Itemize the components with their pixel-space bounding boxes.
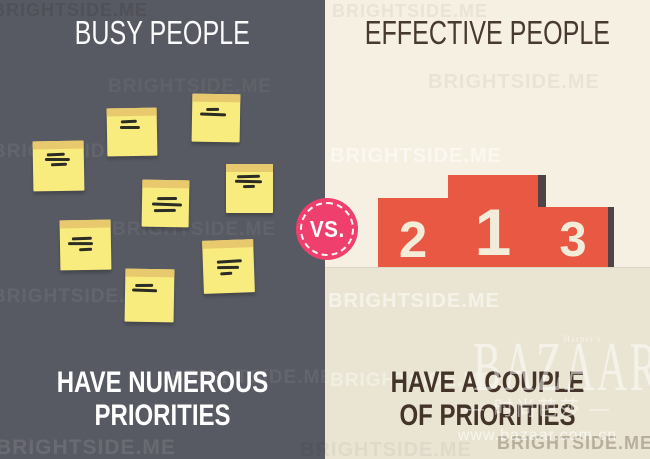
sticky-note-fold (142, 179, 190, 189)
podium-first-place (448, 175, 538, 267)
scribble-line (216, 259, 242, 264)
vs-dashed-ring (300, 202, 354, 256)
busy-title: BUSY PEOPLE (0, 16, 325, 49)
busy-title-text: BUSY PEOPLE (74, 14, 251, 51)
sticky-notes-layer (32, 93, 273, 323)
sticky-note (191, 93, 241, 143)
sticky-note (226, 164, 273, 213)
scribble-line (157, 196, 178, 201)
scribble-line (67, 242, 93, 246)
scribble-line (79, 247, 93, 252)
sticky-note-fold (59, 219, 111, 229)
vs-label: VS. (309, 215, 345, 242)
sticky-note (202, 239, 255, 294)
sticky-note-fold (226, 164, 273, 172)
scribble-line (50, 162, 68, 167)
podium-third-shadow (608, 207, 614, 267)
effective-caption-line2: OF PRIORITIES (399, 399, 576, 432)
effective-title-text: EFFECTIVE PEOPLE (364, 14, 611, 51)
sticky-note (141, 179, 190, 228)
scribble-line (206, 107, 220, 111)
podium-third-place (538, 207, 608, 267)
vs-badge: VS. (296, 198, 358, 260)
scribble-line (46, 152, 65, 157)
scribble-line (71, 236, 92, 241)
scribble-line (153, 208, 176, 213)
scribble-line (132, 288, 158, 293)
rank-3-label: 3 (559, 213, 587, 267)
podium-ground (325, 267, 650, 459)
scribble-line (242, 184, 256, 189)
scribble-line (234, 179, 263, 184)
podium: 2 1 3 (325, 0, 650, 459)
sticky-note (124, 268, 175, 323)
podium-second-place (378, 198, 448, 267)
sticky-note-fold (125, 268, 175, 278)
busy-caption-line2: PRIORITIES (94, 399, 231, 432)
effective-title: EFFECTIVE PEOPLE (325, 16, 650, 49)
busy-caption-line1: HAVE NUMEROUS (56, 366, 269, 399)
sticky-note-fold (106, 107, 157, 117)
scribble-line (120, 119, 137, 124)
sticky-note (32, 140, 85, 192)
busy-caption: HAVE NUMEROUS PRIORITIES (33, 366, 293, 432)
rank-1-label: 1 (474, 195, 512, 269)
scribble-line (44, 158, 70, 162)
sticky-note-fold (192, 93, 241, 103)
podium-first-shadow (538, 175, 546, 208)
scribble-line (135, 283, 154, 287)
effective-caption: HAVE A COUPLE OF PRIORITIES (358, 366, 618, 432)
effective-caption-line1: HAVE A COUPLE (390, 366, 585, 399)
effective-panel: EFFECTIVE PEOPLE 2 1 3 HAVE A COUPLE OF … (325, 0, 650, 459)
busy-panel: BUSY PEOPLE HAVE NUMEROUS PRIORITIES (0, 0, 325, 459)
sticky-note-fold (202, 239, 254, 249)
sticky-note-fold (32, 140, 84, 150)
scribble-line (220, 271, 233, 276)
rank-2-label: 2 (398, 211, 428, 268)
scribble-line (217, 265, 240, 270)
sticky-note (59, 219, 112, 271)
scribble-line (200, 112, 227, 117)
scribble-line (151, 202, 183, 207)
sticky-note (106, 107, 158, 157)
scribble-line (236, 174, 261, 179)
scribble-line (119, 126, 140, 130)
